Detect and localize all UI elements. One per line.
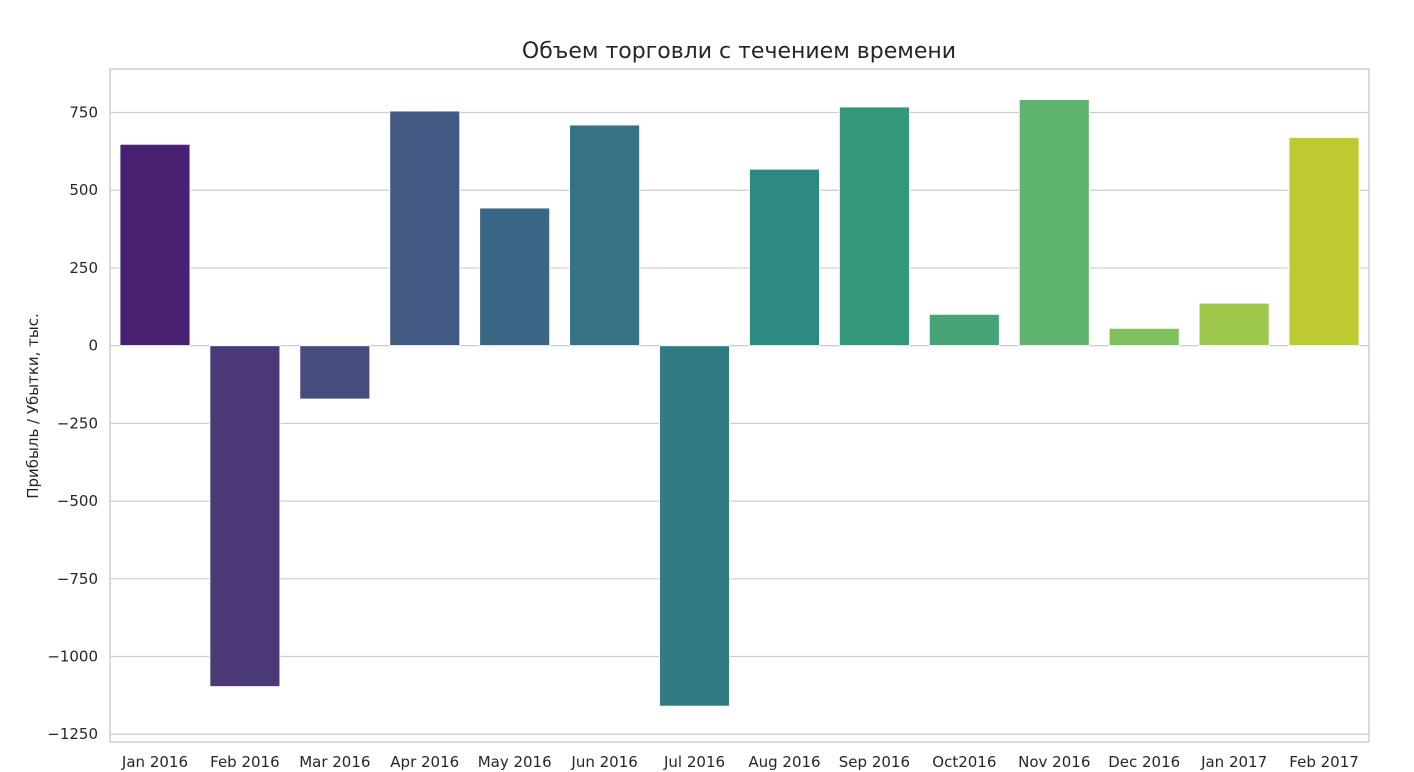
x-tick-label: May 2016: [478, 753, 552, 771]
bar: [748, 168, 821, 347]
y-tick-labels: −1250 −1000 −750 −500 −250 0 250 500 750: [47, 104, 98, 744]
bar: [569, 124, 641, 347]
chart-title: Объем торговли с течением времени: [522, 39, 956, 64]
bar: [1108, 327, 1180, 347]
y-tick-label: −1250: [47, 725, 98, 743]
x-tick-label: Apr 2016: [390, 753, 459, 771]
bar: [1018, 98, 1090, 347]
gridlines: [110, 111, 1369, 735]
y-tick-label: 500: [69, 181, 98, 199]
x-tick-label: Jan 2016: [121, 753, 188, 771]
x-tick-labels: Jan 2016 Feb 2016 Mar 2016 Apr 2016 May 2016…: [121, 753, 1359, 771]
bars: [119, 98, 1360, 707]
y-tick-label: −500: [57, 492, 98, 510]
x-tick-label: Nov 2016: [1018, 753, 1090, 771]
bar: [1288, 136, 1360, 347]
x-tick-label: Dec 2016: [1108, 753, 1180, 771]
y-tick-label: 0: [88, 337, 98, 355]
y-tick-label: −750: [57, 570, 98, 588]
y-tick-label: 250: [69, 259, 98, 277]
x-tick-label: Feb 2016: [210, 753, 280, 771]
bar: [209, 345, 281, 688]
x-tick-label: Feb 2017: [1289, 753, 1359, 771]
bar: [928, 313, 1000, 347]
bar: [1198, 302, 1270, 347]
plot-frame: [109, 68, 1370, 743]
y-tick-label: −250: [57, 414, 98, 432]
y-tick-label: −1000: [47, 648, 98, 666]
x-tick-label: Oct2016: [932, 753, 996, 771]
x-tick-label: Jan 2017: [1200, 753, 1267, 771]
x-tick-label: Jul 2016: [663, 753, 725, 771]
bar: [119, 143, 191, 347]
bar: [838, 106, 910, 347]
x-tick-label: Mar 2016: [299, 753, 370, 771]
bar: [479, 207, 551, 347]
y-axis-label: Прибыль / Убытки, тыс.: [24, 313, 42, 499]
x-tick-label: Jun 2016: [570, 753, 637, 771]
x-tick-label: Sep 2016: [839, 753, 910, 771]
bar: [658, 345, 731, 707]
y-tick-label: 750: [69, 104, 98, 122]
bar: [389, 110, 461, 347]
bar: [299, 345, 371, 400]
x-tick-label: Aug 2016: [748, 753, 820, 771]
